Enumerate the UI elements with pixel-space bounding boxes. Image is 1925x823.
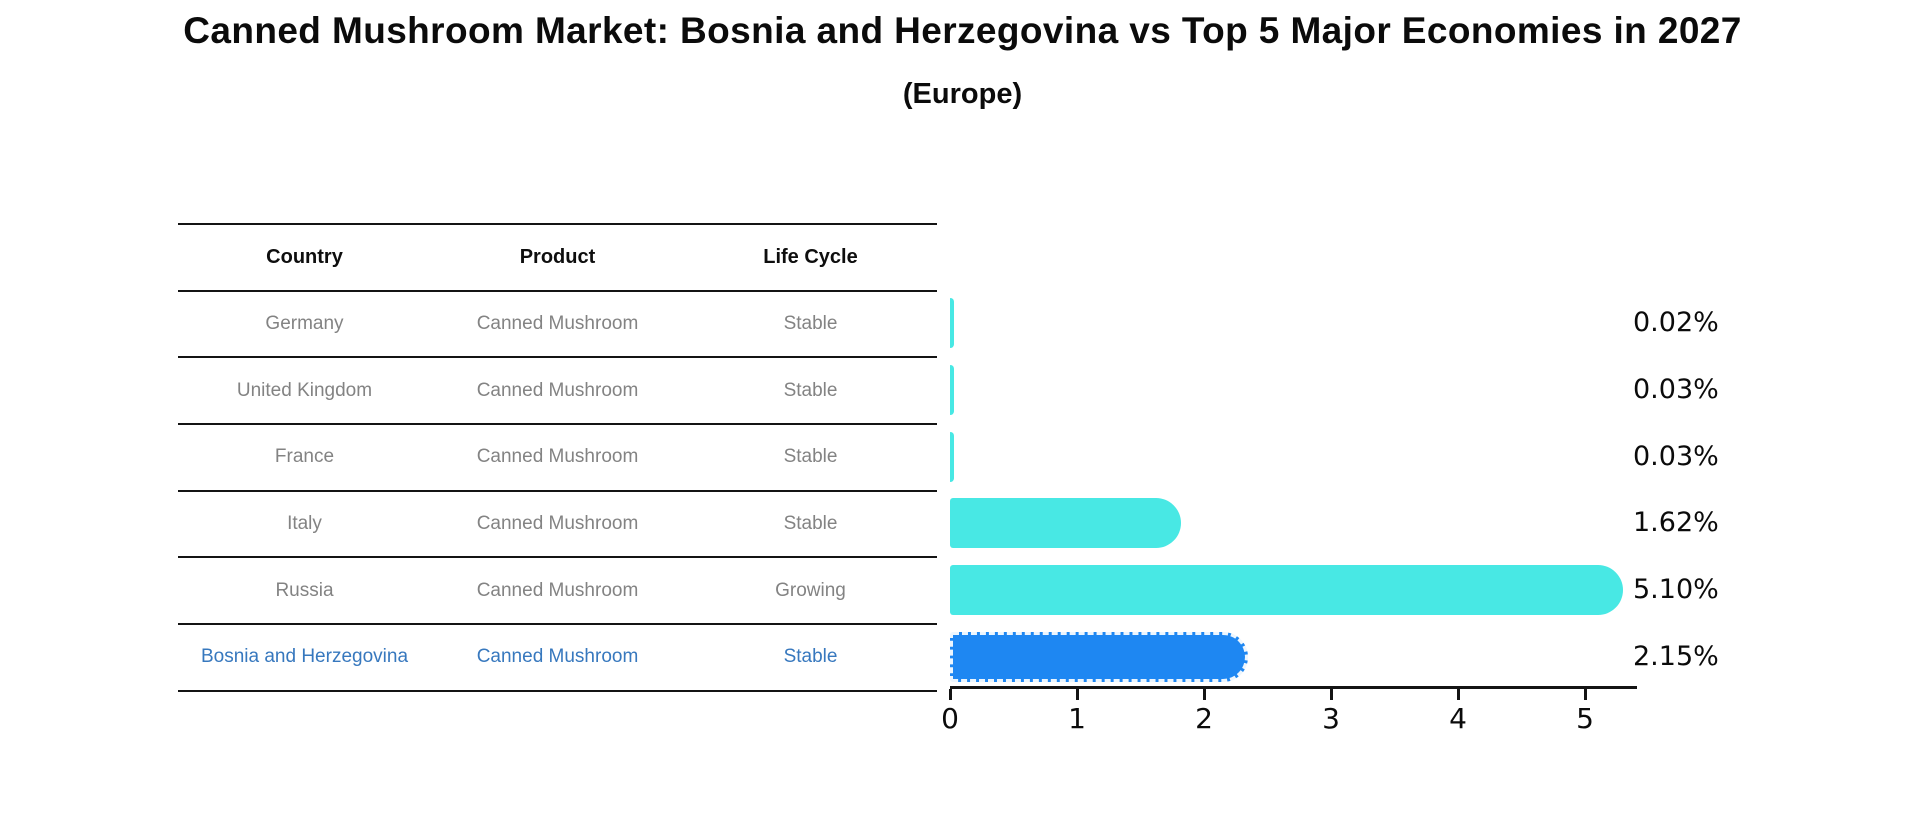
value-label-1: 0.03% <box>1633 374 1719 406</box>
x-axis-tick-5 <box>1584 689 1587 700</box>
x-axis-tick-label-2: 2 <box>1195 702 1213 735</box>
life-cycle-cell: Stable <box>783 446 838 468</box>
x-axis-tick-label-5: 5 <box>1576 702 1594 735</box>
x-axis-line <box>950 686 1637 689</box>
table-row-0: Germany Canned Mushroom Stable <box>178 292 937 359</box>
page-title: Canned Mushroom Market: Bosnia and Herze… <box>183 10 1742 51</box>
product-column-header: Product <box>519 245 596 268</box>
product-cell: Canned Mushroom <box>476 379 639 401</box>
x-axis-tick-label-3: 3 <box>1322 702 1340 735</box>
life-cycle-cell: Stable <box>783 646 838 668</box>
country-cell: France <box>274 446 335 468</box>
value-label-3: 1.62% <box>1633 507 1719 539</box>
life-cycle-cell: Stable <box>783 313 838 335</box>
market-table-body: Germany Canned Mushroom Stable United Ki… <box>178 292 937 692</box>
product-cell: Canned Mushroom <box>476 579 639 601</box>
market-bar-2 <box>950 431 954 482</box>
product-cell: Canned Mushroom <box>476 513 639 535</box>
life-cycle-cell: Stable <box>783 513 838 535</box>
country-cell: United Kingdom <box>236 379 373 401</box>
life-cycle-cell: Growing <box>775 579 846 601</box>
country-cell: Bosnia and Herzegovina <box>200 646 409 668</box>
x-axis-tick-label-1: 1 <box>1068 702 1086 735</box>
market-bar-4 <box>950 565 1623 616</box>
table-row-4: Russia Canned Mushroom Growing <box>178 558 937 626</box>
page-subtitle: (Europe) <box>902 78 1023 110</box>
x-axis-tick-3 <box>1330 689 1333 700</box>
market-bar-1 <box>950 365 954 416</box>
market-bar-0 <box>950 298 954 349</box>
x-axis-tick-label-4: 4 <box>1449 702 1467 735</box>
country-column-header: Country <box>266 245 343 268</box>
table-row-2: France Canned Mushroom Stable <box>178 425 937 492</box>
x-axis-tick-2 <box>1203 689 1206 700</box>
x-axis-tick-label-0: 0 <box>941 702 959 735</box>
country-cell: Germany <box>265 313 344 335</box>
product-cell: Canned Mushroom <box>476 446 639 468</box>
table-header-row: Country Product Life Cycle <box>178 225 937 292</box>
life-cycle-column-header: Life Cycle <box>763 245 858 268</box>
product-cell: Canned Mushroom <box>476 313 639 335</box>
table-row-5: Bosnia and Herzegovina Canned Mushroom S… <box>178 625 937 692</box>
country-cell: Italy <box>287 513 322 535</box>
value-label-0: 0.02% <box>1633 307 1719 339</box>
market-bar-3 <box>950 498 1181 549</box>
x-axis-tick-4 <box>1457 689 1460 700</box>
value-label-4: 5.10% <box>1633 574 1719 606</box>
value-label-5: 2.15% <box>1633 640 1719 672</box>
table-row-1: United Kingdom Canned Mushroom Stable <box>178 358 937 426</box>
highlighted-market-bar-5 <box>950 631 1249 682</box>
x-axis-tick-1 <box>1076 689 1079 700</box>
x-axis-tick-0 <box>949 689 952 700</box>
life-cycle-cell: Stable <box>783 379 838 401</box>
country-cell: Russia <box>275 579 334 601</box>
value-label-2: 0.03% <box>1633 440 1719 472</box>
table-row-3: Italy Canned Mushroom Stable <box>178 492 937 559</box>
product-cell: Canned Mushroom <box>476 646 639 668</box>
market-table: Country Product Life Cycle Germany Canne… <box>178 223 937 692</box>
